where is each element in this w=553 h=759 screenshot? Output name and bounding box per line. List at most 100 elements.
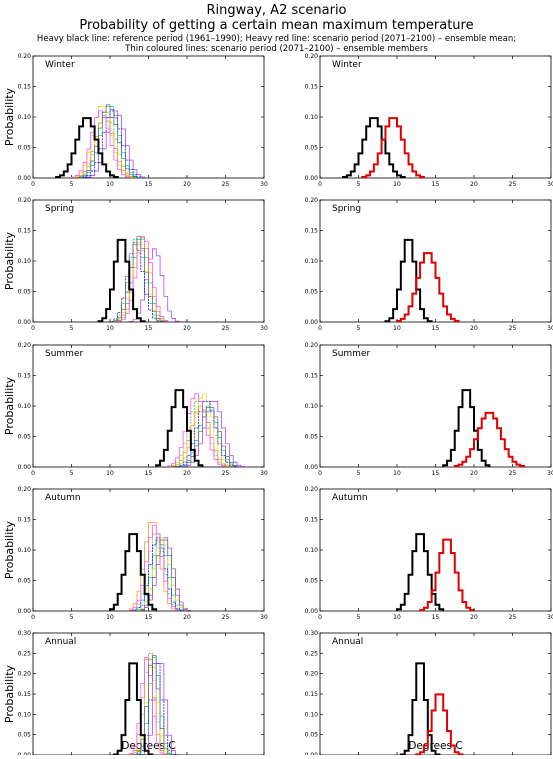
y-tick-label-autumn-members-4: 0.20 [18, 486, 32, 493]
x-axis-title-annual-mean: Degrees C [408, 740, 462, 752]
x-tick-label-autumn-members-4: 20 [183, 614, 191, 621]
y-tick-label-spring-mean-1: 0.05 [305, 289, 319, 296]
y-tick-label-winter-members-2: 0.10 [18, 114, 32, 121]
member-series-winter-members-4 [75, 116, 134, 178]
y-tick-label-autumn-members-3: 0.15 [18, 517, 32, 524]
y-tick-label-summer-mean-4: 0.20 [305, 342, 319, 349]
x-tick-label-winter-members-4: 20 [183, 181, 191, 188]
reference-series-autumn-members [109, 533, 158, 611]
season-label-annual-members: Annual [45, 637, 76, 647]
x-tick-label-spring-members-4: 20 [183, 325, 191, 332]
frame-autumn-mean [319, 488, 552, 612]
member-series-annual-members-1 [136, 657, 172, 755]
member-series-annual-members-7 [132, 655, 172, 755]
y-tick-label-summer-members-0: 0.00 [18, 464, 32, 471]
x-tick-label-autumn-mean-6: 30 [547, 614, 553, 621]
panel-autumn-mean: 0 5 10 15 20 25 30 0.00 0.05 0.10 0.15 0.20 Autumn [305, 486, 553, 621]
x-tick-label-autumn-members-2: 10 [106, 614, 114, 621]
figure-note-line-2: Thin coloured lines: scenario period (20… [124, 44, 428, 54]
x-tick-label-spring-members-1: 5 [70, 325, 74, 332]
panel-spring-members: 0 5 10 15 20 25 30 0.00 0.05 0.10 0.15 0.20 Spring Pr… [3, 197, 268, 332]
member-series-winter-members-0 [86, 110, 145, 178]
y-tick-label-winter-mean-1: 0.05 [305, 145, 319, 152]
ensemble-mean-series-winter-mean [361, 117, 425, 179]
x-tick-label-spring-mean-5: 25 [509, 325, 517, 332]
member-series-annual-members-5 [136, 663, 176, 755]
x-tick-label-winter-mean-6: 30 [547, 181, 553, 188]
x-tick-label-winter-mean-2: 10 [393, 181, 401, 188]
reference-series-summer-mean [442, 389, 491, 467]
frame-winter-members [32, 55, 265, 179]
y-tick-label-summer-members-2: 0.10 [18, 403, 32, 410]
x-tick-label-summer-mean-4: 20 [470, 470, 478, 477]
y-tick-label-annual-members-3: 0.15 [18, 691, 32, 698]
y-tick-label-annual-mean-6: 0.30 [305, 630, 319, 637]
x-tick-label-autumn-members-1: 5 [70, 614, 74, 621]
season-label-summer-members: Summer [45, 349, 83, 359]
y-axis-title-spring-members: Probability [3, 231, 16, 290]
y-tick-label-autumn-members-0: 0.00 [18, 608, 32, 615]
y-tick-label-summer-members-1: 0.05 [18, 434, 32, 441]
x-tick-label-winter-mean-0: 0 [318, 181, 322, 188]
figure-note-line-1: Heavy black line: reference period (1961… [37, 34, 516, 44]
reference-series-spring-members [97, 238, 146, 323]
x-tick-label-summer-members-1: 5 [70, 470, 74, 477]
x-tick-label-summer-mean-2: 10 [393, 470, 401, 477]
x-tick-label-autumn-mean-5: 25 [509, 614, 517, 621]
x-tick-label-summer-members-3: 15 [145, 470, 153, 477]
panel-spring-mean: 0 5 10 15 20 25 30 0.00 0.05 0.10 0.15 0.20 Spring [305, 197, 553, 332]
y-tick-label-winter-mean-4: 0.20 [305, 53, 319, 60]
figure-subtitle: Probability of getting a certain mean ma… [79, 18, 473, 33]
y-tick-label-winter-members-4: 0.20 [18, 53, 32, 60]
member-series-summer-members-3 [175, 393, 234, 467]
frame-summer-mean [319, 344, 552, 468]
frame-winter-mean [319, 55, 552, 179]
x-tick-label-summer-mean-3: 15 [432, 470, 440, 477]
x-tick-label-spring-mean-6: 30 [547, 325, 553, 332]
panel-winter-mean: 0 5 10 15 20 25 30 0.00 0.05 0.10 0.15 0.20 Winter [305, 53, 553, 188]
y-axis-title-autumn-members: Probability [3, 520, 16, 579]
season-label-spring-mean: Spring [332, 204, 361, 214]
season-label-autumn-mean: Autumn [332, 493, 368, 503]
member-series-spring-members-7 [113, 236, 165, 322]
y-tick-label-autumn-members-2: 0.10 [18, 547, 32, 554]
x-tick-label-autumn-members-0: 0 [31, 614, 35, 621]
member-series-winter-members-3 [71, 106, 134, 178]
x-tick-label-autumn-mean-4: 20 [470, 614, 478, 621]
y-tick-label-winter-members-3: 0.15 [18, 84, 32, 91]
panel-annual-mean: 0510152025300.000.050.100.150.200.250.30… [305, 630, 553, 759]
panel-summer-mean: 0 5 10 15 20 25 30 0.00 0.05 0.10 0.15 0.20 Summer [305, 342, 553, 477]
x-tick-label-autumn-members-3: 15 [145, 614, 153, 621]
x-tick-label-autumn-members-6: 30 [260, 614, 268, 621]
x-tick-label-summer-members-0: 0 [31, 470, 35, 477]
y-tick-label-annual-members-6: 0.30 [18, 630, 32, 637]
x-tick-label-summer-members-4: 20 [183, 470, 191, 477]
x-tick-label-autumn-mean-1: 5 [357, 614, 361, 621]
x-tick-label-spring-members-6: 30 [260, 325, 268, 332]
y-tick-label-summer-mean-0: 0.00 [305, 464, 319, 471]
figure-title: Ringway, A2 scenario [206, 3, 346, 18]
reference-series-annual-members [112, 662, 154, 756]
member-series-winter-members-5 [82, 110, 142, 178]
y-tick-label-annual-members-2: 0.10 [18, 711, 32, 718]
ensemble-mean-series-autumn-mean [419, 538, 475, 612]
member-series-summer-members-1 [178, 405, 238, 467]
y-tick-label-winter-members-1: 0.05 [18, 145, 32, 152]
y-tick-label-annual-mean-5: 0.25 [305, 650, 319, 657]
y-tick-label-winter-mean-3: 0.15 [305, 84, 319, 91]
y-axis-title-winter-members: Probability [3, 87, 16, 146]
reference-series-spring-mean [384, 238, 433, 323]
x-tick-label-summer-mean-5: 25 [509, 470, 517, 477]
panel-summer-members: 0 5 10 15 20 25 30 0.00 0.05 0.10 0.15 0.20 Summer Pr… [3, 342, 268, 477]
y-tick-label-summer-mean-1: 0.05 [305, 434, 319, 441]
panel-autumn-members: 0 5 10 15 20 25 30 0.00 0.05 0.10 0.15 0.20 Autumn Pr… [3, 486, 268, 621]
member-series-summer-members-7 [182, 406, 238, 467]
y-tick-label-summer-members-4: 0.20 [18, 342, 32, 349]
ensemble-mean-series-summer-mean [453, 411, 526, 468]
y-tick-label-autumn-mean-3: 0.15 [305, 517, 319, 524]
y-tick-label-spring-members-3: 0.15 [18, 228, 32, 235]
member-series-spring-members-6 [117, 237, 169, 322]
season-label-winter-members: Winter [45, 60, 75, 70]
y-axis-title-annual-members: Probability [3, 664, 16, 723]
y-tick-label-summer-mean-2: 0.10 [305, 403, 319, 410]
